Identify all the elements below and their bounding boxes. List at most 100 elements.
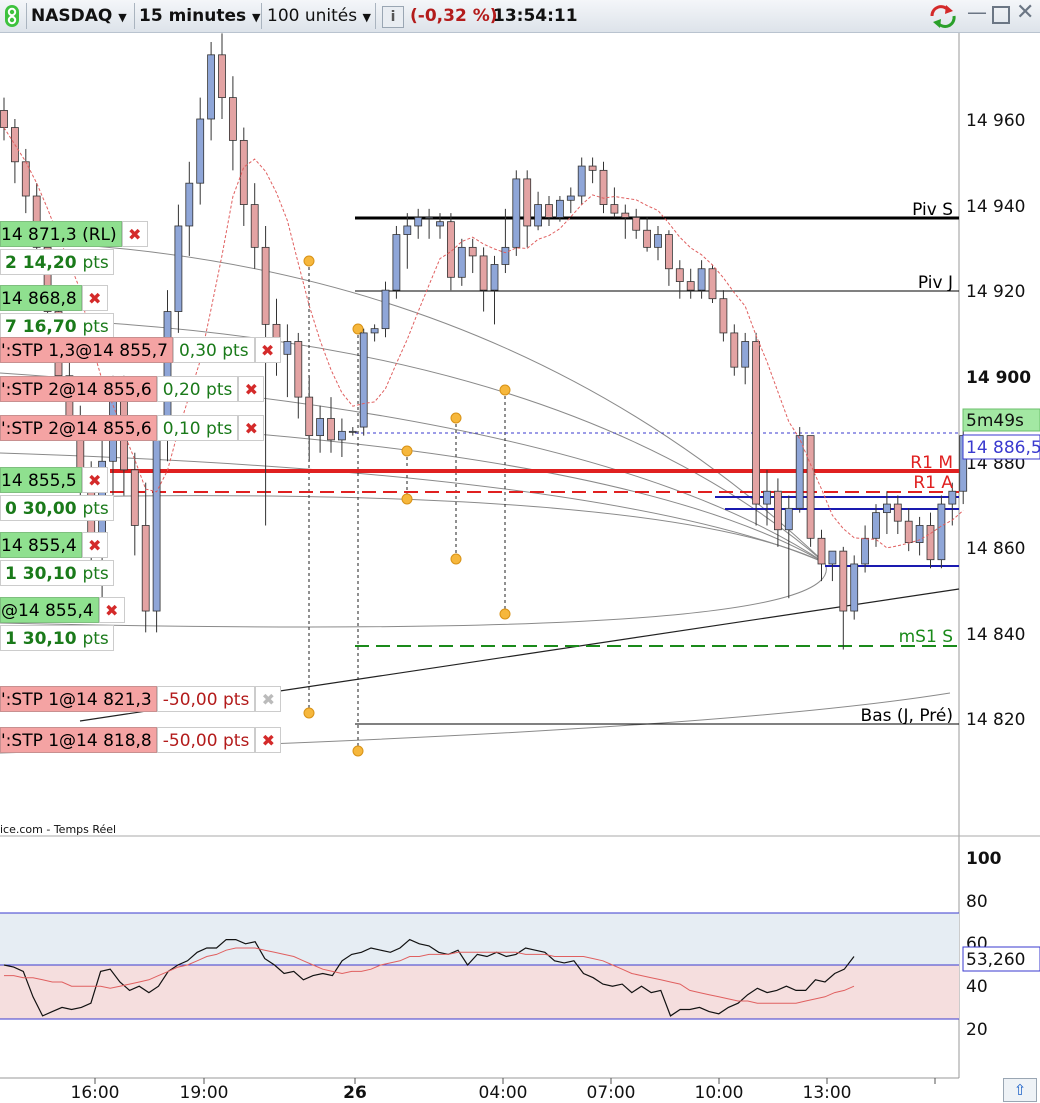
order-tag[interactable]: 14 871,3 (RL) ✖ (0, 221, 148, 247)
moving-average-line (3, 127, 964, 549)
pnl-value: 0,10 (162, 419, 201, 439)
scroll-to-latest-button[interactable]: ⇧ (1003, 1078, 1037, 1102)
rsi-signal-line (4, 947, 855, 1004)
chevron-down-icon: ▼ (362, 11, 371, 24)
x-tick: 26 (343, 1083, 367, 1103)
candle-down (43, 246, 52, 312)
order-pnl: -50,00 pts (156, 727, 256, 753)
candle-up (872, 512, 880, 539)
candle-up (337, 430, 346, 441)
info-icon[interactable]: i (382, 6, 404, 28)
candle-timer: 5m49s (966, 411, 1024, 431)
order-label: ':STP 1@14 821,3 (0, 686, 157, 712)
candle-up (697, 268, 706, 291)
candle-down (446, 221, 455, 278)
pnl-prefix: 1 (5, 629, 17, 649)
x-axis-tick-marks (94, 1078, 936, 1084)
candle-down (730, 332, 739, 368)
candle-up (948, 490, 957, 505)
order-tag[interactable]: 14 868,8 ✖ (0, 285, 108, 311)
cancel-order-icon[interactable]: ✖ (81, 285, 108, 311)
order-tag[interactable]: ':STP 1@14 818,8 -50,00 pts ✖ (0, 727, 282, 753)
order-tag[interactable]: ':STP 2@14 855,6 0,20 pts ✖ (0, 376, 265, 402)
order-label: 14 855,5 (0, 467, 82, 493)
candle-down (752, 341, 760, 505)
candle-up (566, 195, 575, 201)
candle-down (228, 97, 237, 141)
cancel-order-icon[interactable]: ✖ (238, 376, 265, 402)
order-label: ':STP 1@14 818,8 (0, 727, 157, 753)
candle-up (457, 246, 466, 278)
order-label: 14 868,8 (0, 285, 82, 311)
cancel-order-icon[interactable]: ✖ (254, 337, 281, 363)
x-tick: 13:00 (803, 1083, 852, 1103)
close-icon[interactable]: ✕ (1016, 0, 1035, 25)
order-tag[interactable]: 14 855,4 ✖ (0, 532, 108, 558)
cancel-order-icon[interactable]: ✖ (255, 727, 282, 753)
cancel-order-icon[interactable]: ✖ (238, 415, 265, 441)
candle-down (893, 503, 902, 522)
level-label-r1-m: R1 M (910, 453, 953, 473)
candle-up (348, 430, 357, 433)
order-pnl: 2 14,20 pts (0, 249, 114, 275)
order-tag[interactable]: ':STP 1@14 821,3 -50,00 pts ✖ (0, 686, 282, 712)
order-pnl: 0 30,00 pts (0, 495, 114, 521)
candle-up (196, 118, 205, 184)
pnl-prefix: 2 (5, 253, 17, 273)
candle-down (239, 139, 248, 205)
order-label: @14 855,4 (0, 597, 99, 623)
link-icon[interactable] (2, 3, 22, 27)
pnl-prefix: 7 (5, 317, 17, 337)
pnl-value: 0,20 (162, 380, 201, 400)
x-tick: 07:00 (587, 1083, 636, 1103)
separator (26, 3, 27, 29)
candle-up (381, 289, 390, 330)
minimize-icon[interactable]: — (967, 0, 987, 24)
last-price-box (962, 434, 1040, 460)
order-tag[interactable]: ':STP 2@14 855,6 0,10 pts ✖ (0, 415, 265, 441)
candle-up (883, 503, 891, 514)
candle-down (665, 234, 673, 270)
candle-up (850, 563, 859, 612)
rsi-upper-band (0, 913, 959, 965)
candle-down (839, 550, 848, 612)
y-tick: 14 940 (966, 197, 1025, 217)
units-label: 100 unités (267, 6, 358, 26)
order-tag[interactable]: 14 855,5 ✖ (0, 467, 108, 493)
y-tick: 14 900 (966, 368, 1031, 388)
candle-up (654, 234, 662, 248)
instrument-selector[interactable]: NASDAQ ▼ (31, 4, 127, 28)
candle-down (468, 246, 477, 257)
candle-up (577, 165, 586, 197)
candle-up (207, 54, 216, 120)
candle-up (763, 490, 771, 505)
refresh-icon[interactable] (926, 2, 960, 28)
units-selector[interactable]: 100 unités ▼ (267, 4, 371, 28)
rsi-y-tick: 100 (966, 849, 1002, 869)
rsi-lower-band (0, 965, 959, 1019)
timeframe-selector[interactable]: 15 minutes ▼ (139, 4, 261, 28)
order-label: ':STP 2@14 855,6 (0, 415, 157, 441)
instrument-label: NASDAQ (31, 6, 113, 26)
candle-up (501, 246, 510, 265)
pnl-value: -50,00 (162, 690, 218, 710)
candle-down (141, 525, 150, 612)
pnl-unit: pts (82, 499, 109, 519)
y-tick: 14 860 (966, 539, 1025, 559)
cancel-order-icon[interactable]: ✖ (255, 686, 282, 712)
order-tag[interactable]: @14 855,4 ✖ (0, 597, 125, 623)
candle-up (392, 234, 401, 291)
candle-down (719, 298, 728, 334)
cancel-order-icon[interactable]: ✖ (121, 221, 148, 247)
cancel-order-icon[interactable]: ✖ (81, 532, 108, 558)
y-tick: 14 840 (966, 625, 1025, 645)
cancel-order-icon[interactable]: ✖ (81, 467, 108, 493)
cancel-order-icon[interactable]: ✖ (98, 597, 125, 623)
pnl-unit: pts (222, 731, 250, 751)
dotted-markers (308, 261, 506, 751)
pnl-value: 30,10 (22, 564, 77, 584)
pnl-value: 30,00 (22, 499, 77, 519)
order-tag[interactable]: ':STP 1,3@14 855,7 0,30 pts ✖ (0, 337, 281, 363)
maximize-icon[interactable] (992, 6, 1010, 24)
candle-up (152, 439, 161, 612)
